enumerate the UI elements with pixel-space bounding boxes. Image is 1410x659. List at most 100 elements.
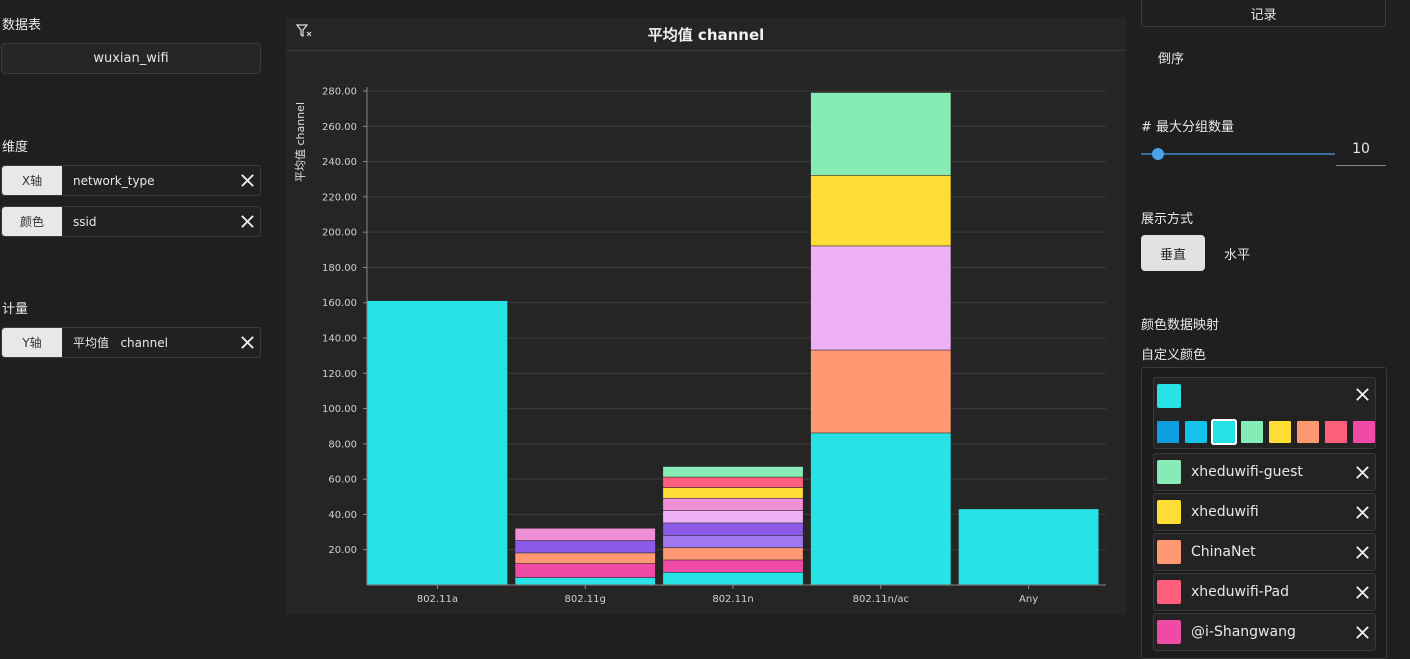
bar-segment bbox=[663, 523, 803, 535]
palette-swatch[interactable] bbox=[1185, 421, 1207, 443]
palette-swatch[interactable] bbox=[1297, 421, 1319, 443]
color-field-name: ssid bbox=[73, 214, 97, 229]
remove-x-axis-button[interactable] bbox=[234, 173, 260, 188]
close-icon bbox=[1355, 465, 1369, 479]
palette-swatch[interactable] bbox=[1353, 421, 1375, 443]
y-axis-label: 平均值 channel bbox=[294, 102, 307, 182]
y-tick-label: 220.00 bbox=[322, 192, 357, 203]
bar-segment bbox=[663, 572, 803, 585]
chart-header-divider bbox=[286, 50, 1126, 51]
remove-color-entry-button[interactable] bbox=[1349, 625, 1375, 640]
remove-color-entry-button[interactable] bbox=[1349, 387, 1375, 402]
palette-swatch[interactable] bbox=[1157, 421, 1179, 443]
color-swatch[interactable] bbox=[1157, 384, 1181, 408]
y-tick-label: 140.00 bbox=[322, 334, 357, 345]
color-entry[interactable]: @i-Shangwang bbox=[1153, 613, 1376, 651]
color-swatch[interactable] bbox=[1157, 500, 1181, 524]
bar-segment bbox=[810, 92, 951, 176]
bar-segment bbox=[810, 175, 951, 246]
bar-segment bbox=[367, 300, 508, 585]
custom-color-label: 自定义颜色 bbox=[1141, 348, 1207, 363]
y-tick-label: 160.00 bbox=[322, 298, 357, 309]
display-mode-label: 展示方式 bbox=[1141, 212, 1194, 227]
color-swatch[interactable] bbox=[1157, 540, 1181, 564]
y-tick-label: 180.00 bbox=[322, 263, 357, 274]
color-entry-name: xheduwifi-guest bbox=[1191, 464, 1303, 480]
bar-segment bbox=[515, 553, 656, 564]
y-tick-label: 120.00 bbox=[322, 369, 357, 380]
close-icon bbox=[1355, 545, 1369, 559]
remove-color-entry-button[interactable] bbox=[1349, 505, 1375, 520]
dataset-selector[interactable]: wuxian_wifi bbox=[1, 43, 261, 74]
y-tick-label: 240.00 bbox=[322, 157, 357, 168]
y-axis-field[interactable]: Y轴 平均值 channel bbox=[1, 327, 261, 358]
y-tick-label: 100.00 bbox=[322, 404, 357, 415]
color-entry-name: xheduwifi-Pad bbox=[1191, 584, 1290, 600]
y-tick-label: 20.00 bbox=[328, 545, 357, 556]
color-entry[interactable]: xheduwifi bbox=[1153, 493, 1376, 531]
reverse-toggle[interactable]: 倒序 bbox=[1158, 52, 1185, 67]
close-icon bbox=[1355, 505, 1369, 519]
color-swatch[interactable] bbox=[1157, 620, 1181, 644]
color-field[interactable]: 颜色 ssid bbox=[1, 206, 261, 237]
color-entry-name: xheduwifi bbox=[1191, 504, 1259, 520]
max-groups-slider-handle[interactable] bbox=[1152, 148, 1165, 160]
vertical-button[interactable]: 垂直 bbox=[1141, 235, 1205, 271]
bar-segment bbox=[958, 509, 1099, 585]
measure-label: 计量 bbox=[2, 302, 29, 317]
max-groups-label: # 最大分组数量 bbox=[1141, 120, 1235, 135]
horizontal-label: 水平 bbox=[1223, 247, 1250, 263]
remove-color-button[interactable] bbox=[234, 214, 260, 229]
color-swatch[interactable] bbox=[1157, 460, 1181, 484]
palette-swatch[interactable] bbox=[1241, 421, 1263, 443]
bar-segment bbox=[663, 560, 803, 573]
bar-segment bbox=[663, 510, 803, 523]
filter-clear-icon[interactable] bbox=[295, 24, 312, 38]
bar-segment bbox=[515, 563, 656, 578]
bar-segment bbox=[810, 350, 951, 433]
remove-color-entry-button[interactable] bbox=[1349, 465, 1375, 480]
x-tick-label: 802.11n bbox=[712, 594, 753, 605]
x-axis-field[interactable]: X轴 network_type bbox=[1, 165, 261, 196]
y-tick-label: 280.00 bbox=[322, 87, 357, 98]
close-icon bbox=[240, 336, 254, 349]
record-label: 记录 bbox=[1250, 7, 1277, 23]
x-tick-label: Any bbox=[1019, 594, 1038, 605]
close-icon bbox=[240, 215, 254, 228]
dimension-label: 维度 bbox=[2, 140, 29, 155]
y-tick-label: 60.00 bbox=[328, 475, 357, 486]
bar-segment bbox=[663, 498, 803, 511]
y-tick-label: 40.00 bbox=[328, 510, 357, 521]
dataset-value: wuxian_wifi bbox=[93, 51, 169, 66]
palette-swatch[interactable] bbox=[1325, 421, 1347, 443]
color-entry-name: ChinaNet bbox=[1191, 544, 1256, 560]
palette-swatch[interactable] bbox=[1213, 421, 1235, 443]
vertical-label: 垂直 bbox=[1159, 247, 1186, 263]
remove-color-entry-button[interactable] bbox=[1349, 585, 1375, 600]
color-entry[interactable]: xheduwifi-Pad bbox=[1153, 573, 1376, 611]
horizontal-button[interactable]: 水平 bbox=[1214, 235, 1260, 271]
close-icon bbox=[1355, 388, 1369, 401]
color-entry[interactable]: xheduwifi-guest bbox=[1153, 453, 1376, 491]
dataset-label: 数据表 bbox=[2, 18, 42, 33]
x-axis-field-name: network_type bbox=[73, 173, 155, 188]
bar-segment bbox=[663, 547, 803, 560]
palette-swatch[interactable] bbox=[1269, 421, 1291, 443]
color-tag: 颜色 bbox=[2, 207, 62, 236]
remove-color-entry-button[interactable] bbox=[1349, 545, 1375, 560]
remove-y-axis-button[interactable] bbox=[234, 335, 260, 350]
max-groups-slider-track[interactable] bbox=[1141, 153, 1335, 155]
x-tick-label: 802.11n/ac bbox=[853, 594, 909, 605]
close-icon bbox=[1355, 585, 1369, 599]
color-swatch[interactable] bbox=[1157, 580, 1181, 604]
y-tick-label: 80.00 bbox=[328, 439, 357, 450]
color-entry[interactable]: ChinaNet bbox=[1153, 533, 1376, 571]
bar-segment bbox=[810, 246, 951, 350]
record-button[interactable]: 记录 bbox=[1141, 0, 1386, 27]
bar-segment bbox=[515, 577, 656, 585]
x-tick-label: 802.11a bbox=[417, 594, 458, 605]
bar-segment bbox=[810, 433, 951, 585]
max-groups-input[interactable]: 10 bbox=[1336, 138, 1386, 166]
bar-chart: 20.00 40.00 60.00 80.00 100.00 120.00 140.00 16… bbox=[294, 87, 1106, 605]
bar-segment bbox=[663, 466, 803, 477]
